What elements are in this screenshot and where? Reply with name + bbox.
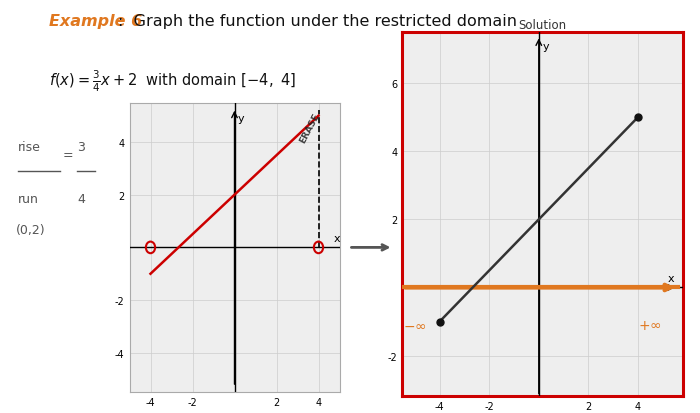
Text: :  Graph the function under the restricted domain: : Graph the function under the restricte… — [118, 14, 517, 29]
Text: (0,2): (0,2) — [15, 223, 45, 236]
Text: rise: rise — [18, 140, 41, 153]
Text: $-\infty$: $-\infty$ — [403, 318, 427, 332]
Text: 3: 3 — [77, 140, 85, 153]
Text: $f(x) = \frac{3}{4}x +2$  with domain $[-4,\ 4]$: $f(x) = \frac{3}{4}x +2$ with domain $[-… — [49, 68, 296, 93]
Text: =: = — [63, 149, 74, 161]
Text: $+\infty$: $+\infty$ — [638, 318, 662, 332]
Text: ERASE: ERASE — [298, 112, 321, 145]
Text: x: x — [668, 273, 674, 283]
Title: Solution: Solution — [519, 19, 566, 32]
Text: run: run — [18, 192, 38, 205]
Text: Example 6: Example 6 — [49, 14, 142, 29]
Text: 4: 4 — [77, 192, 85, 205]
Text: y: y — [238, 114, 244, 123]
Text: x: x — [333, 233, 340, 243]
Text: y: y — [542, 42, 549, 52]
